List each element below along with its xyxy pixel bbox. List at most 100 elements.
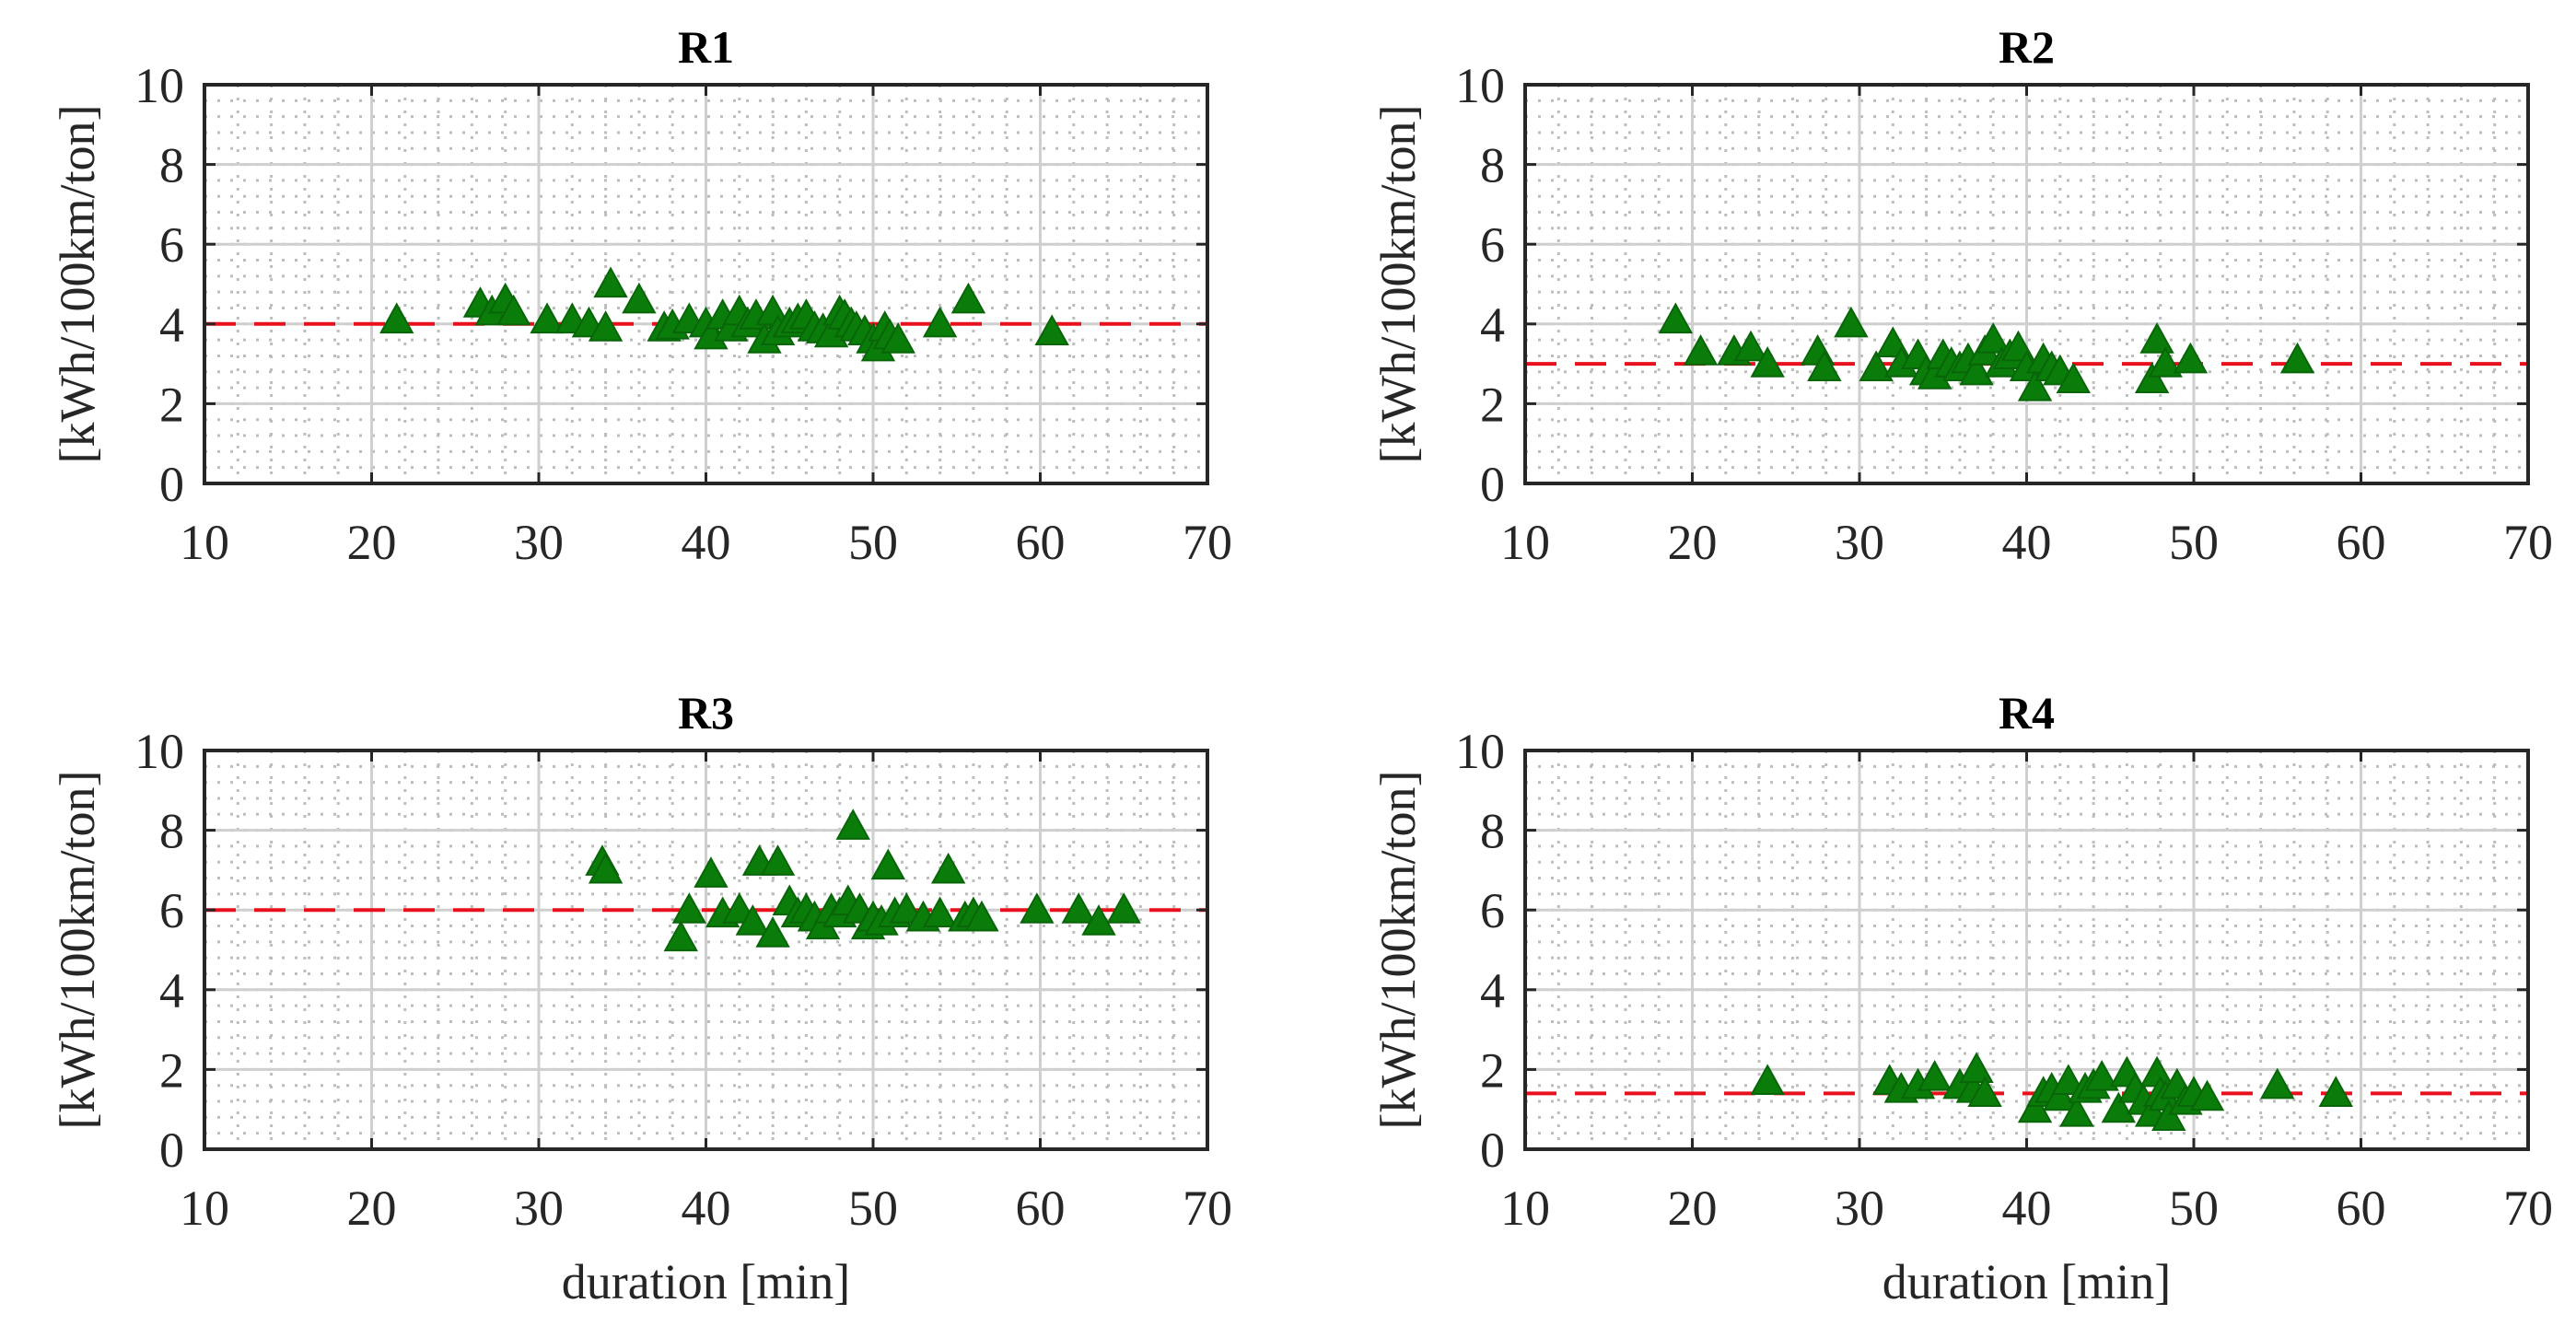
x-tick-label: 60 (1016, 1181, 1066, 1236)
data-point (1834, 306, 1869, 338)
scatter-points (379, 266, 1069, 362)
y-tick-label: 4 (1480, 963, 1505, 1018)
data-point (1967, 1076, 2002, 1107)
x-tick-label: 10 (180, 515, 229, 570)
data-point (2059, 1095, 2094, 1127)
data-point (889, 892, 924, 924)
chart-panel-1: 0 2 4 6 8 10 10 20 30 40 50 60 70 R1 [kWh/100km/ton] (50, 21, 1232, 570)
data-point (1658, 302, 1694, 334)
x-tick-label: 20 (1668, 1181, 1718, 1236)
y-axis-label: [kWh/100km/ton] (50, 771, 105, 1130)
y-axis-label: [kWh/100km/ton] (1370, 105, 1426, 464)
data-point (2134, 362, 2170, 394)
data-point (2148, 346, 2183, 378)
chart-title: R3 (678, 687, 734, 739)
data-point (1959, 354, 1994, 386)
y-tick-label: 8 (159, 804, 184, 859)
chart-panel-4: 0 2 4 6 8 10 10 20 30 40 50 60 70 R4 [kWh/100km/ton] du… (1370, 687, 2553, 1309)
data-point (1859, 350, 1894, 382)
x-tick-label: 60 (2337, 1181, 2386, 1236)
x-tick-label: 70 (2503, 515, 2553, 570)
data-point (2189, 1079, 2225, 1111)
data-point (1106, 892, 1141, 924)
data-point (1020, 892, 1055, 924)
y-tick-label: 2 (1480, 1042, 1505, 1098)
data-point (1807, 350, 1842, 382)
data-point (2017, 370, 2053, 401)
y-tick-label: 0 (159, 457, 184, 512)
y-tick-label: 0 (1480, 1123, 1505, 1178)
x-tick-label: 70 (1183, 1181, 1232, 1236)
data-point (694, 856, 729, 888)
chart-title: R1 (678, 21, 734, 73)
x-tick-label: 20 (347, 515, 397, 570)
y-axis-label: [kWh/100km/ton] (50, 105, 105, 464)
y-tick-label: 10 (134, 58, 184, 113)
data-point (2260, 1067, 2295, 1099)
data-point (870, 848, 906, 880)
data-point (588, 852, 624, 884)
data-point (593, 266, 628, 298)
data-point (663, 920, 698, 952)
x-tick-label: 40 (682, 515, 731, 570)
data-point (922, 896, 958, 928)
data-point (1683, 334, 1719, 366)
y-tick-label: 10 (134, 724, 184, 779)
data-point (2043, 1079, 2078, 1111)
y-tick-label: 10 (1455, 724, 1505, 779)
y-tick-label: 4 (159, 297, 184, 353)
x-tick-label: 30 (1835, 515, 1884, 570)
data-point (1034, 314, 1069, 346)
data-point (2084, 1060, 2119, 1091)
y-tick-label: 8 (1480, 138, 1505, 193)
data-point (1061, 892, 1096, 924)
chart-title: R2 (1999, 21, 2055, 73)
data-point (1959, 1052, 1994, 1083)
chart-panel-3: 0 2 4 6 8 10 10 20 30 40 50 60 70 R3 [kWh/100km/ton] du… (50, 687, 1232, 1309)
data-point (1750, 1064, 1785, 1095)
x-tick-label: 20 (347, 1181, 397, 1236)
x-tick-label: 10 (1500, 1181, 1550, 1236)
y-tick-label: 2 (159, 377, 184, 432)
data-point (2017, 1091, 2053, 1123)
data-point (922, 306, 958, 338)
x-tick-label: 10 (180, 1181, 229, 1236)
y-tick-label: 8 (1480, 804, 1505, 859)
data-point (735, 904, 771, 936)
data-point (671, 892, 707, 924)
y-tick-label: 6 (159, 217, 184, 273)
data-point (622, 282, 657, 314)
data-point (530, 302, 565, 334)
x-tick-label: 30 (1835, 1181, 1884, 1236)
x-tick-label: 50 (2169, 515, 2219, 570)
x-axis-label: duration [min] (1882, 1254, 2171, 1309)
data-point (588, 310, 624, 342)
x-tick-label: 40 (682, 1181, 731, 1236)
data-point (1081, 904, 1116, 936)
data-point (2101, 1091, 2137, 1123)
data-point (835, 809, 870, 840)
x-tick-label: 40 (2002, 1181, 2052, 1236)
x-axis-label: duration [min] (562, 1254, 850, 1309)
chart-title: R4 (1999, 687, 2055, 739)
data-point (2173, 342, 2209, 374)
x-tick-label: 60 (1016, 515, 1066, 570)
data-point (2051, 1064, 2086, 1095)
data-point (1917, 1060, 1952, 1091)
y-tick-label: 8 (159, 138, 184, 193)
y-tick-label: 4 (1480, 297, 1505, 353)
data-point (2318, 1076, 2353, 1107)
data-point (1750, 346, 1785, 378)
data-point (760, 844, 796, 876)
y-tick-label: 6 (159, 883, 184, 938)
x-tick-label: 30 (514, 1181, 564, 1236)
data-point (1733, 330, 1768, 362)
y-tick-label: 6 (1480, 883, 1505, 938)
y-axis-label: [kWh/100km/ton] (1370, 771, 1426, 1130)
x-tick-label: 20 (1668, 515, 1718, 570)
x-tick-label: 40 (2002, 515, 2052, 570)
x-tick-label: 50 (2169, 1181, 2219, 1236)
data-point (880, 322, 915, 354)
